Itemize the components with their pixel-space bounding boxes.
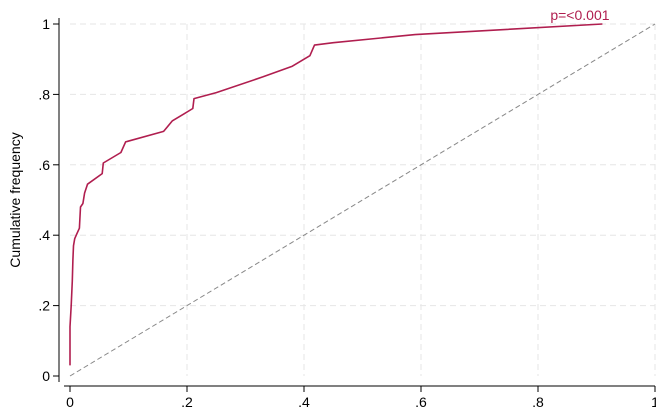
x-tick-label: .8 [532, 394, 544, 410]
y-ticks: 0 .2 .4 .6 .8 1 [38, 16, 59, 384]
y-tick-label: .4 [38, 227, 50, 243]
y-tick-label: .8 [38, 86, 50, 102]
reference-line [69, 23, 656, 377]
y-tick-label: .2 [38, 298, 50, 314]
x-tick-label: 0 [66, 394, 74, 410]
x-ticks: 0 .2 .4 .6 .8 1 [66, 386, 656, 410]
y-tick-label: .6 [38, 157, 50, 173]
x-tick-label: .4 [298, 394, 310, 410]
cumulative-curve [69, 23, 603, 366]
p-value-annotation: p=<0.001 [550, 7, 609, 23]
y-tick-label: 0 [42, 368, 50, 384]
axes [58, 18, 655, 387]
x-tick-label: .6 [415, 394, 427, 410]
x-tick-label: 1 [651, 394, 656, 410]
y-axis-label: Cumulative frequency [7, 132, 23, 267]
x-tick-label: .2 [181, 394, 193, 410]
y-tick-label: 1 [42, 16, 50, 32]
grid [70, 23, 656, 376]
